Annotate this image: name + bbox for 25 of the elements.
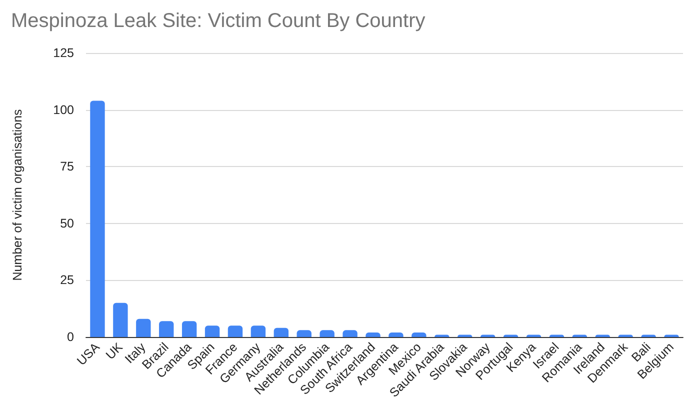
bar <box>228 326 243 337</box>
y-tick-label: 50 <box>60 216 74 230</box>
bar <box>136 318 151 337</box>
bar <box>90 100 105 337</box>
bar <box>388 332 404 337</box>
bar <box>412 332 426 337</box>
y-tick-label: 25 <box>60 273 74 288</box>
bar <box>296 330 312 337</box>
y-tick-label: 100 <box>53 102 74 117</box>
bar <box>250 326 266 337</box>
y-tick-label: 0 <box>67 330 74 344</box>
bar <box>159 321 174 337</box>
bar <box>274 328 289 337</box>
bar <box>182 321 197 337</box>
x-tick-label: USA <box>74 340 103 368</box>
y-tick-label: 75 <box>60 160 74 174</box>
bar <box>204 326 220 337</box>
bar <box>113 302 128 337</box>
x-tick-label: UK <box>103 340 126 362</box>
y-tick-label: 125 <box>53 46 74 60</box>
bar <box>342 330 358 337</box>
chart-title: Mespinoza Leak Site: Victim Count By Country <box>11 10 426 32</box>
bar <box>320 330 334 337</box>
y-axis-title: Number of victim organisations <box>10 109 24 281</box>
bar <box>366 332 380 337</box>
